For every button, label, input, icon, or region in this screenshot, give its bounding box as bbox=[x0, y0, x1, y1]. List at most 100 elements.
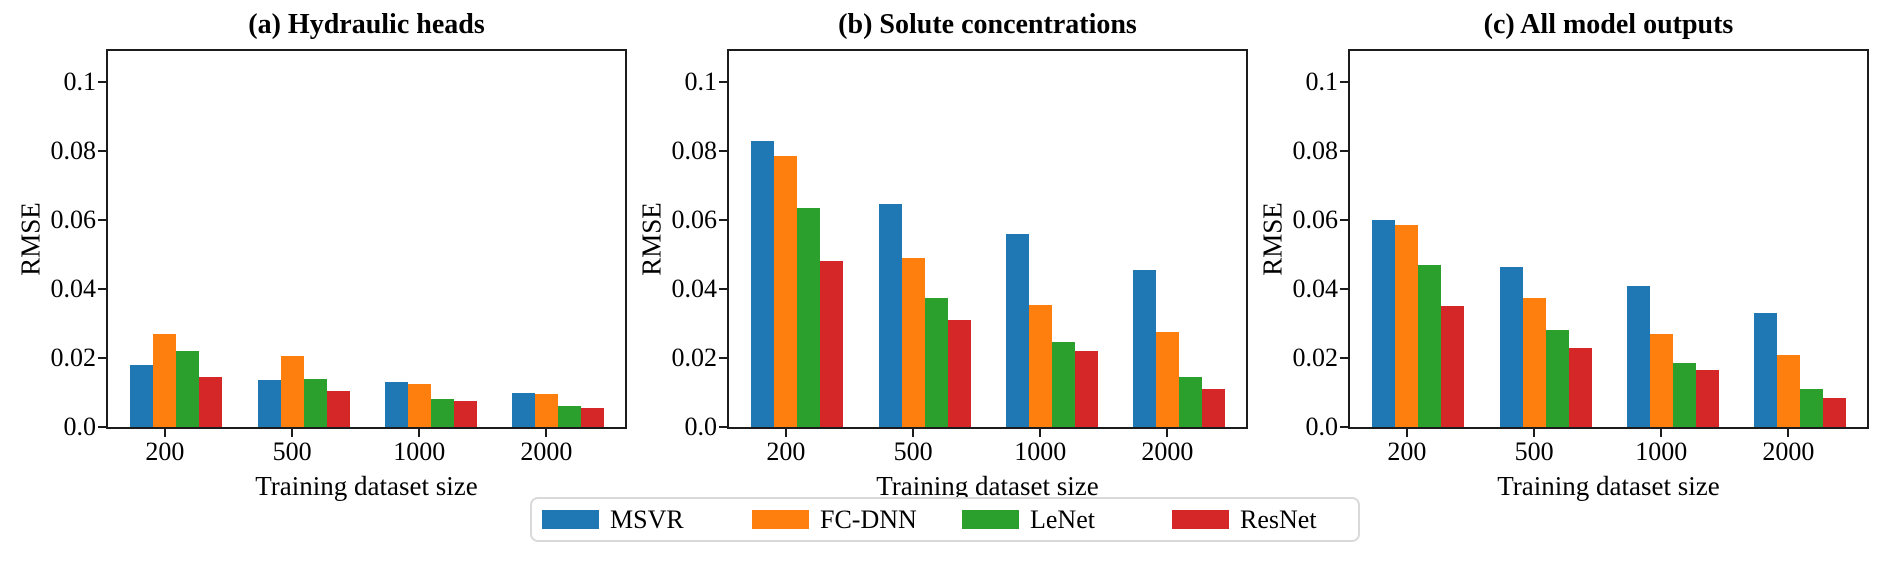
y-tick-mark bbox=[719, 288, 727, 290]
y-tick-mark bbox=[1340, 219, 1348, 221]
bar-resnet-500 bbox=[947, 320, 971, 427]
x-tick-mark bbox=[784, 429, 787, 437]
bar-resnet-2000 bbox=[580, 408, 604, 427]
x-tick-mark bbox=[418, 429, 421, 437]
bar-msvr-200 bbox=[130, 364, 154, 427]
y-tick-label: 0.06 bbox=[50, 205, 97, 234]
y-tick-mark bbox=[98, 288, 106, 290]
x-tick-label: 1000 bbox=[1014, 437, 1067, 466]
legend-label: MSVR bbox=[610, 505, 684, 534]
y-tick-label: 0.04 bbox=[1292, 274, 1339, 303]
bar-fc-dnn-200 bbox=[1395, 225, 1419, 427]
y-tick-label: 0.06 bbox=[1292, 205, 1339, 234]
bar-fc-dnn-1000 bbox=[1649, 333, 1673, 427]
y-tick-label: 0.04 bbox=[50, 274, 97, 303]
bar-msvr-200 bbox=[751, 140, 775, 427]
bar-resnet-1000 bbox=[1695, 370, 1719, 427]
x-tick-mark bbox=[1533, 429, 1536, 437]
x-tick-mark bbox=[1039, 429, 1042, 437]
bar-msvr-1000 bbox=[384, 382, 408, 427]
bar-fc-dnn-500 bbox=[280, 356, 304, 427]
bar-fc-dnn-200 bbox=[774, 156, 798, 427]
y-tick-label: 0.0 bbox=[1305, 412, 1339, 441]
x-tick-mark bbox=[1166, 429, 1169, 437]
x-tick-label: 200 bbox=[145, 437, 185, 466]
bar-msvr-500 bbox=[257, 380, 281, 427]
panel-b-title: (b) Solute concentrations bbox=[838, 9, 1137, 40]
y-tick-label: 0.04 bbox=[671, 274, 718, 303]
panel-b-axes: RMSE Training dataset size 0.0 0.02 0.04 0.… bbox=[637, 49, 1248, 500]
bar-fc-dnn-1000 bbox=[1028, 304, 1052, 427]
bar-lenet-500 bbox=[924, 297, 948, 427]
bar-resnet-2000 bbox=[1201, 389, 1225, 427]
y-tick-label: 0.08 bbox=[50, 136, 97, 165]
legend-label: LeNet bbox=[1030, 505, 1095, 534]
bar-lenet-1000 bbox=[430, 399, 454, 427]
bar-msvr-500 bbox=[878, 204, 902, 427]
bar-msvr-1000 bbox=[1005, 233, 1029, 427]
bar-resnet-500 bbox=[326, 390, 350, 427]
legend-swatch-icon bbox=[542, 510, 599, 529]
y-tick-label: 0.02 bbox=[671, 343, 718, 372]
bar-fc-dnn-2000 bbox=[1776, 354, 1800, 427]
bar-fc-dnn-2000 bbox=[1155, 332, 1179, 427]
bar-lenet-200 bbox=[176, 351, 200, 427]
bar-resnet-1000 bbox=[1074, 351, 1098, 427]
y-tick-mark bbox=[98, 150, 106, 152]
bar-msvr-2000 bbox=[1753, 313, 1777, 427]
legend-swatch-icon bbox=[962, 510, 1019, 529]
panel-b-xlabel: Training dataset size bbox=[876, 471, 1099, 501]
x-tick-mark bbox=[545, 429, 548, 437]
legend-label: FC-DNN bbox=[820, 505, 917, 534]
panel-a-axes: RMSE Training dataset size 0.0 0.02 0.04 0.… bbox=[16, 49, 627, 500]
bar-fc-dnn-200 bbox=[153, 333, 177, 427]
bar-msvr-200 bbox=[1372, 220, 1396, 427]
bar-resnet-1000 bbox=[453, 401, 477, 427]
panel-c-xlabel: Training dataset size bbox=[1497, 471, 1720, 501]
x-tick-mark bbox=[291, 429, 294, 437]
panel-a-xlabel: Training dataset size bbox=[255, 471, 478, 501]
y-tick-mark bbox=[719, 219, 727, 221]
y-tick-mark bbox=[98, 219, 106, 221]
y-tick-label: 0.02 bbox=[1292, 343, 1339, 372]
x-tick-label: 1000 bbox=[1635, 437, 1688, 466]
x-tick-mark bbox=[912, 429, 915, 437]
y-tick-mark bbox=[98, 81, 106, 83]
y-tick-label: 0.06 bbox=[671, 205, 718, 234]
bar-lenet-2000 bbox=[557, 406, 581, 427]
bar-fc-dnn-500 bbox=[1522, 297, 1546, 427]
x-tick-label: 200 bbox=[766, 437, 806, 466]
panel-c-title: (c) All model outputs bbox=[1483, 9, 1734, 40]
x-tick-label: 2000 bbox=[1141, 437, 1194, 466]
y-tick-label: 0.1 bbox=[1305, 67, 1339, 96]
legend: MSVR FC-DNN LeNet ResNet bbox=[530, 497, 1360, 542]
bar-msvr-2000 bbox=[511, 392, 535, 427]
bar-lenet-1000 bbox=[1672, 363, 1696, 427]
y-tick-mark bbox=[1340, 357, 1348, 359]
y-tick-label: 0.0 bbox=[63, 412, 97, 441]
panel-c-axes: RMSE Training dataset size 0.0 0.02 0.04 0.… bbox=[1258, 49, 1869, 500]
y-tick-mark bbox=[719, 150, 727, 152]
bar-lenet-200 bbox=[1418, 264, 1442, 427]
x-tick-label: 200 bbox=[1387, 437, 1427, 466]
y-tick-mark bbox=[719, 81, 727, 83]
bar-resnet-200 bbox=[199, 376, 223, 427]
bar-fc-dnn-2000 bbox=[534, 394, 558, 427]
bar-lenet-500 bbox=[1545, 330, 1569, 427]
x-tick-mark bbox=[1660, 429, 1663, 437]
x-tick-label: 500 bbox=[893, 437, 933, 466]
bar-fc-dnn-500 bbox=[901, 257, 925, 427]
y-tick-mark bbox=[1340, 81, 1348, 83]
x-tick-mark bbox=[1405, 429, 1408, 437]
y-tick-mark bbox=[1340, 426, 1348, 428]
x-tick-label: 2000 bbox=[520, 437, 573, 466]
y-tick-mark bbox=[1340, 288, 1348, 290]
panel-b-ylabel: RMSE bbox=[636, 202, 667, 276]
y-tick-mark bbox=[719, 426, 727, 428]
panel-c-ylabel: RMSE bbox=[1257, 202, 1288, 276]
y-tick-mark bbox=[98, 357, 106, 359]
x-tick-mark bbox=[163, 429, 166, 437]
x-tick-label: 500 bbox=[1514, 437, 1554, 466]
y-tick-mark bbox=[1340, 150, 1348, 152]
legend-swatch-icon bbox=[1172, 510, 1229, 529]
